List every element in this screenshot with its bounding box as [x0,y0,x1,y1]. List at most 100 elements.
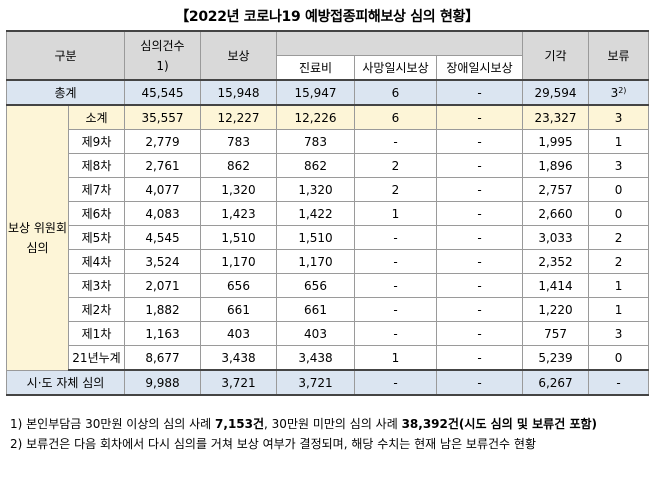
sido-cases: 9,988 [124,369,201,396]
row-label: 소계 [68,104,125,130]
row-death: 1 [354,345,437,371]
row-cases: 4,083 [124,201,201,226]
table-row: 제1차 1,163 403 403 - - 757 3 [7,321,650,346]
header-compensation: 보상 [200,30,277,81]
total-pending-note: 2) [618,85,627,95]
row-compensation: 1,423 [200,201,277,226]
row-rejected: 2,757 [522,177,590,202]
row-pending: 2 [588,249,650,274]
total-medical: 15,947 [276,79,355,106]
row-death: - [354,129,437,154]
row-disability: - [435,201,524,226]
footnote-1: 1) 본인부담금 30만원 이상의 심의 사례 7,153건, 30만원 미만의… [10,414,646,434]
row-label: 제5차 [68,225,125,250]
row-label: 21년누계 [68,345,125,371]
row-medical: 1,510 [276,225,355,250]
row-pending: 1 [588,273,650,298]
row-compensation: 783 [200,129,277,154]
row-label: 제7차 [68,177,125,202]
row-disability: - [435,249,524,274]
row-cases: 3,524 [124,249,201,274]
footnote-1-part-d: 38,392건(시도 심의 및 보류건 포함) [401,417,598,431]
row-cases: 1,163 [124,321,201,346]
total-disability: - [435,79,524,106]
total-row: 총계 45,545 15,948 15,947 6 - 29,594 32) [6,79,650,106]
row-disability: - [435,297,524,322]
table-row: 제4차 3,524 1,170 1,170 - - 2,352 2 [7,249,650,274]
row-cases: 2,071 [124,273,201,298]
header-row-1: 구분 심의건수 1) 보상 기각 보류 [6,30,650,81]
row-compensation: 1,170 [200,249,277,274]
row-cases: 8,677 [124,345,201,371]
header-row-2: 진료비 사망일시보상 장애일시보상 [7,55,649,81]
row-medical: 12,226 [276,104,355,130]
row-pending: 2 [588,225,650,250]
row-death: - [354,225,437,250]
table-row: 제7차 4,077 1,320 1,320 2 - 2,757 0 [7,177,650,202]
table-row: 보상 위원회 심의 소계 35,557 12,227 12,226 6 - 23… [6,104,650,371]
row-pending: 0 [588,345,650,371]
row-rejected: 1,414 [522,273,590,298]
row-medical: 403 [276,321,355,346]
row-compensation: 3,438 [200,345,277,371]
table-row: 21년누계 8,677 3,438 3,438 1 - 5,239 0 [7,345,650,371]
row-compensation: 1,320 [200,177,277,202]
header-cases-label: 심의건수 [140,38,185,53]
row-label: 제2차 [68,297,125,322]
table-row: 제2차 1,882 661 661 - - 1,220 1 [7,297,650,322]
footnote-1-part-b: 7,153건 [215,417,265,431]
row-death: 2 [354,177,437,202]
row-compensation: 403 [200,321,277,346]
row-label: 제8차 [68,153,125,178]
row-rejected: 1,896 [522,153,590,178]
sido-compensation: 3,721 [200,369,277,396]
row-rejected: 757 [522,321,590,346]
footnote-1-part-a: 1) 본인부담금 30만원 이상의 심의 사례 [10,417,216,431]
row-cases: 4,545 [124,225,201,250]
row-cases: 1,882 [124,297,201,322]
footnote-2: 2) 보류건은 다음 회차에서 다시 심의를 거쳐 보상 여부가 결정되며, 해… [10,437,536,451]
row-compensation: 862 [200,153,277,178]
total-death: 6 [354,79,437,106]
sido-rejected: 6,267 [522,369,590,396]
row-death: - [354,297,437,322]
table-row: 제3차 2,071 656 656 - - 1,414 1 [7,273,650,298]
row-rejected: 5,239 [522,345,590,371]
row-label: 제9차 [68,129,125,154]
row-pending: 0 [588,177,650,202]
footnote-1-part-c: , 30만원 미만의 심의 사례 [264,417,402,431]
row-cases: 4,077 [124,177,201,202]
row-medical: 1,170 [276,249,355,274]
row-death: - [354,249,437,274]
sido-medical: 3,721 [276,369,355,396]
row-death: 6 [354,104,437,130]
row-medical: 661 [276,297,355,322]
sido-label: 시·도 자체 심의 [6,369,125,396]
row-disability: - [435,129,524,154]
row-compensation: 661 [200,297,277,322]
row-medical: 656 [276,273,355,298]
table-row: 제6차 4,083 1,423 1,422 1 - 2,660 0 [7,201,650,226]
row-pending: 1 [588,297,650,322]
sido-row: 시·도 자체 심의 9,988 3,721 3,721 - - 6,267 - [6,369,650,396]
header-compensation-group [275,30,524,56]
row-medical: 783 [276,129,355,154]
header-cases-note: 1) [156,58,169,73]
row-death: 2 [354,153,437,178]
header-rejected: 기각 [522,30,590,81]
row-disability: - [435,273,524,298]
row-medical: 1,422 [276,201,355,226]
footnotes: 1) 본인부담금 30만원 이상의 심의 사례 7,153건, 30만원 미만의… [10,414,646,454]
header-category: 구분 [6,30,125,81]
total-cases: 45,545 [124,79,201,106]
header-cases: 심의건수 1) [124,30,201,81]
row-pending: 3 [588,104,650,130]
row-label: 제6차 [68,201,125,226]
header-disability: 장애일시보상 [435,55,524,81]
total-rejected: 29,594 [522,79,590,106]
row-disability: - [435,104,524,130]
row-rejected: 3,033 [522,225,590,250]
row-label: 제4차 [68,249,125,274]
row-pending: 3 [588,321,650,346]
row-compensation: 12,227 [200,104,277,130]
